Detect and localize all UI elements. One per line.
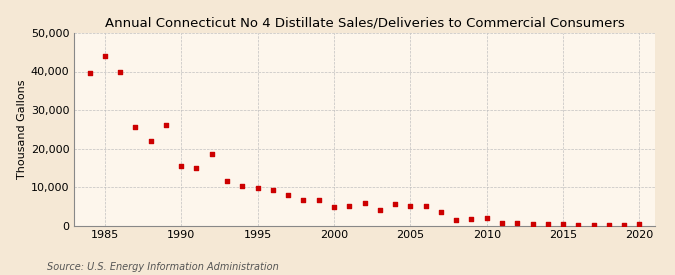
Point <box>466 217 477 222</box>
Point <box>588 222 599 227</box>
Point <box>313 198 324 203</box>
Point <box>375 208 385 212</box>
Point <box>527 221 538 226</box>
Point <box>115 69 126 74</box>
Point <box>84 71 95 76</box>
Point <box>497 221 508 225</box>
Point <box>619 222 630 227</box>
Point <box>99 54 110 58</box>
Point <box>161 123 171 128</box>
Point <box>634 221 645 226</box>
Point <box>405 204 416 208</box>
Point <box>543 221 554 226</box>
Point <box>389 202 400 207</box>
Point <box>283 192 294 197</box>
Point <box>207 152 217 156</box>
Point <box>267 188 278 192</box>
Point <box>237 184 248 188</box>
Point <box>512 221 522 225</box>
Point <box>221 179 232 183</box>
Point <box>481 216 492 220</box>
Point <box>344 204 354 208</box>
Point <box>191 166 202 170</box>
Point <box>145 139 156 143</box>
Point <box>573 222 584 227</box>
Point <box>298 198 308 203</box>
Point <box>558 222 568 227</box>
Point <box>451 218 462 222</box>
Point <box>603 223 614 227</box>
Point <box>252 186 263 190</box>
Title: Annual Connecticut No 4 Distillate Sales/Deliveries to Commercial Consumers: Annual Connecticut No 4 Distillate Sales… <box>105 16 624 29</box>
Text: Source: U.S. Energy Information Administration: Source: U.S. Energy Information Administ… <box>47 262 279 272</box>
Point <box>435 210 446 214</box>
Y-axis label: Thousand Gallons: Thousand Gallons <box>17 79 26 179</box>
Point <box>359 201 370 205</box>
Point <box>176 164 186 168</box>
Point <box>130 125 141 130</box>
Point <box>329 204 340 209</box>
Point <box>421 204 431 208</box>
